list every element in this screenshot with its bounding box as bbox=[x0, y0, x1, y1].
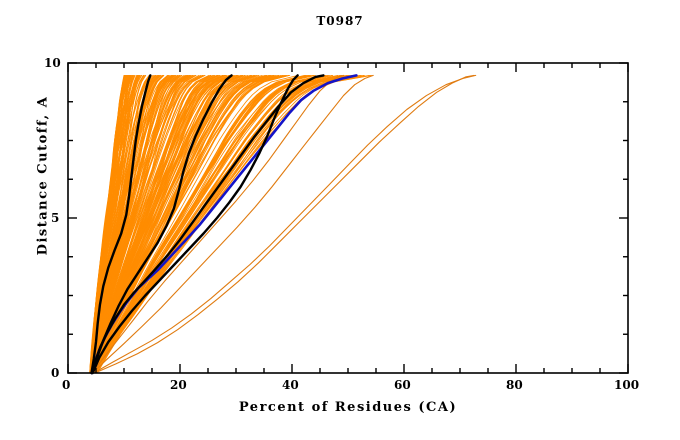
outlier-3 bbox=[92, 74, 374, 374]
highlight-model-1 bbox=[90, 74, 152, 375]
background-model-curve bbox=[95, 74, 314, 374]
x-tick-label-80: 80 bbox=[506, 378, 523, 392]
x-tick-label-0: 0 bbox=[62, 378, 71, 392]
y-tick-label-5: 5 bbox=[51, 211, 60, 225]
background-ensemble-group bbox=[89, 74, 372, 374]
background-model-curve bbox=[92, 74, 212, 374]
x-tick-label-40: 40 bbox=[282, 378, 299, 392]
background-model-curve bbox=[91, 74, 183, 374]
highlight-model-3 bbox=[91, 74, 299, 375]
y-tick-label-10: 10 bbox=[44, 56, 61, 70]
outlier-curves-group bbox=[91, 74, 477, 374]
y-tick-label-0: 0 bbox=[51, 366, 60, 380]
background-model-curve bbox=[95, 74, 355, 374]
outlier-1 bbox=[93, 74, 477, 374]
highlight-model-4 bbox=[90, 74, 325, 375]
background-model-curve bbox=[94, 74, 311, 374]
x-tick-label-60: 60 bbox=[394, 378, 411, 392]
background-model-curve bbox=[92, 74, 197, 374]
y-axis-label: Distance Cutoff, A bbox=[35, 95, 51, 256]
background-model-curve bbox=[94, 74, 299, 374]
background-model-curve bbox=[92, 74, 233, 374]
chart-title: T0987 bbox=[316, 14, 364, 28]
background-model-curve bbox=[96, 74, 361, 374]
outlier-2 bbox=[94, 74, 475, 374]
highlight-curves-group bbox=[90, 74, 358, 375]
x-tick-label-20: 20 bbox=[170, 378, 187, 392]
background-model-curve bbox=[89, 74, 131, 374]
background-model-curve bbox=[92, 74, 224, 374]
highlight-model-2 bbox=[90, 74, 233, 375]
axes-group bbox=[67, 62, 629, 374]
background-model-curve bbox=[95, 74, 341, 374]
x-axis-label: Percent of Residues (CA) bbox=[238, 400, 458, 415]
outlier-4 bbox=[91, 74, 345, 374]
x-tick-label-100: 100 bbox=[614, 378, 640, 392]
background-model-curve bbox=[92, 74, 206, 374]
background-model-curve bbox=[91, 74, 191, 374]
background-model-curve bbox=[91, 74, 165, 374]
